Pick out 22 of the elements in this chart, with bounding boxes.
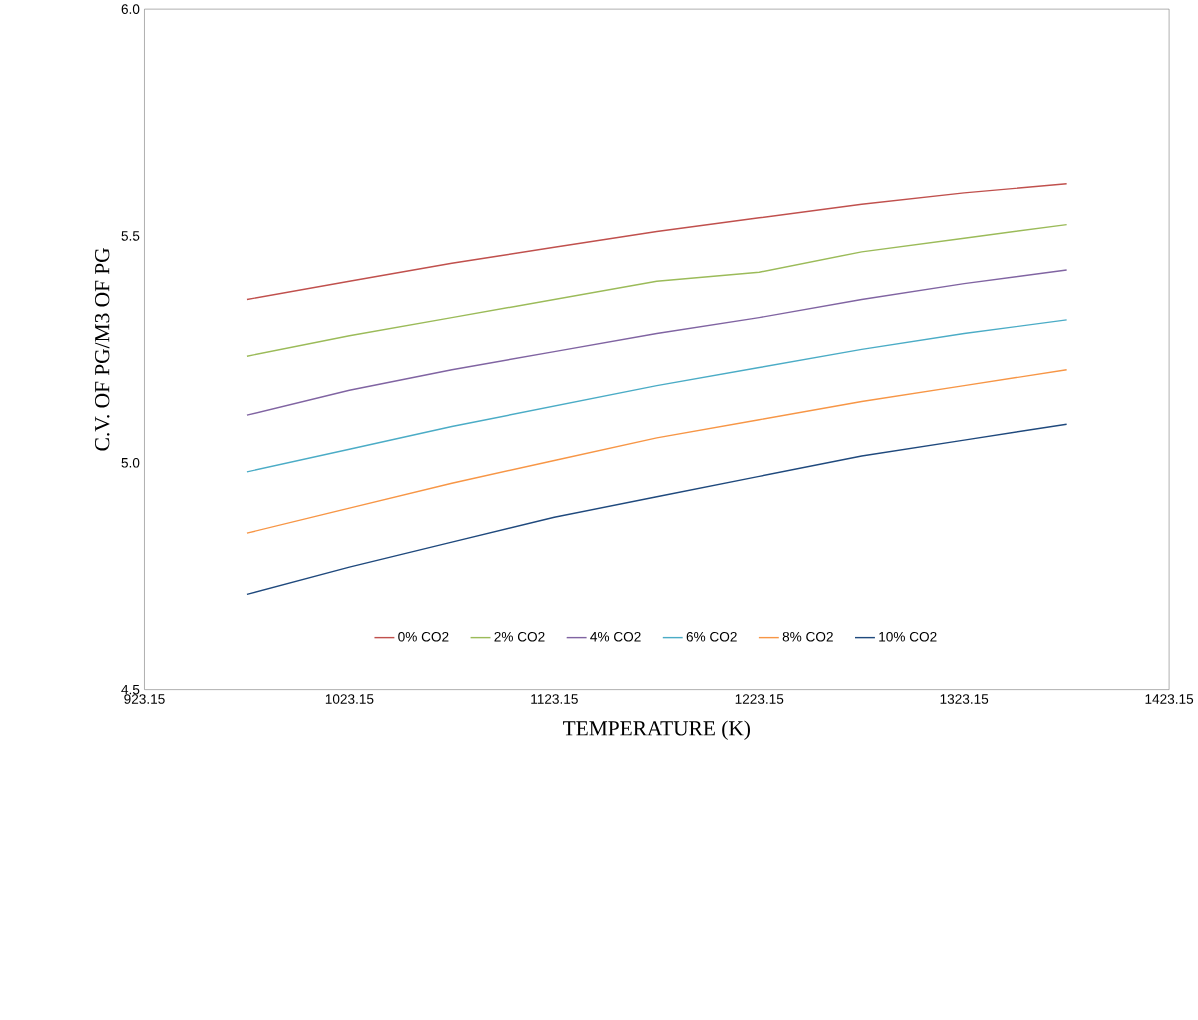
- x-tick-label: 923.15: [124, 694, 165, 705]
- legend-label: 0% CO2: [398, 632, 449, 642]
- line-series: [246, 269, 1068, 417]
- y-tick-label: 5.0: [121, 458, 140, 468]
- x-axis-title: TEMPERATURE (K): [563, 720, 750, 741]
- y-tick-label: 5.5: [121, 231, 140, 241]
- x-tick-label: 1023.15: [325, 694, 374, 705]
- line-series: [246, 183, 1068, 301]
- y-axis-title: C.V. OF PG/M3 OF PG: [94, 248, 110, 451]
- line-series: [246, 369, 1068, 534]
- legend-label: 10% CO2: [879, 632, 937, 642]
- x-tick-label: 1323.15: [940, 694, 989, 705]
- legend-label: 6% CO2: [686, 632, 737, 642]
- legend-label: 4% CO2: [590, 632, 641, 642]
- x-tick-label: 1223.15: [735, 694, 784, 705]
- y-tick-label: 6.0: [121, 4, 140, 15]
- legend-label: 2% CO2: [494, 632, 545, 642]
- x-tick-label: 1123.15: [531, 694, 578, 705]
- legend-label: 8% CO2: [782, 632, 833, 642]
- y-tick-label: 4.5: [121, 685, 140, 695]
- line-series: [246, 423, 1068, 596]
- x-tick-label: 1423.15: [1145, 694, 1194, 705]
